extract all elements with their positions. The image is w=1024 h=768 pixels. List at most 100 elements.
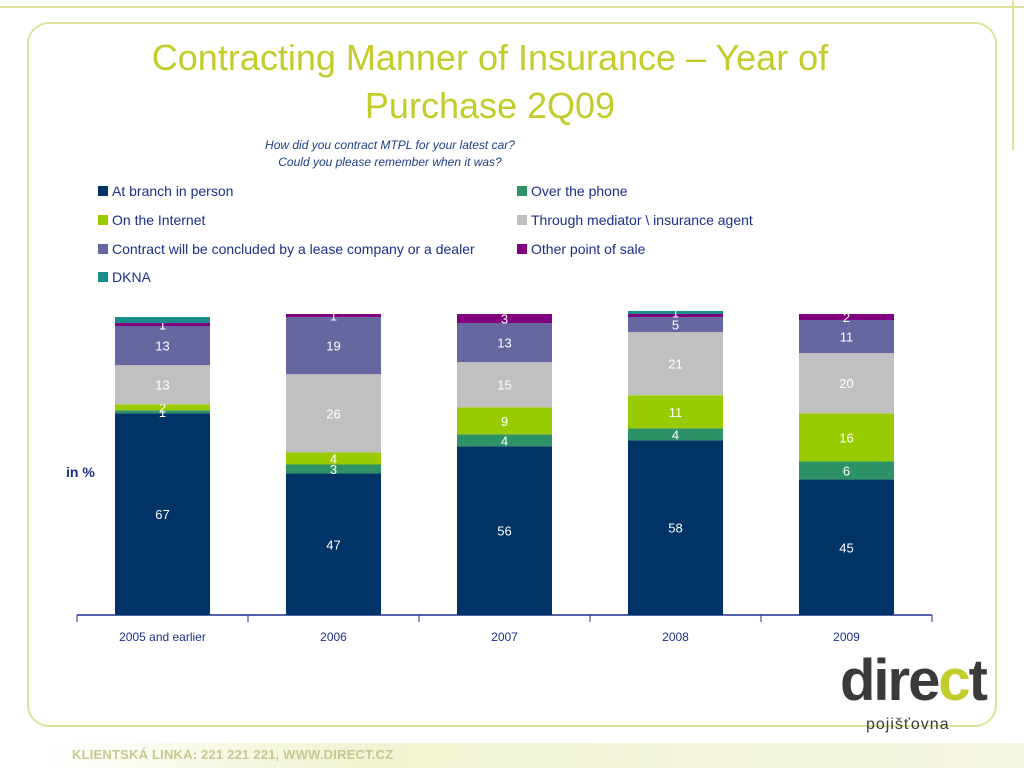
data-label: 4 bbox=[330, 451, 337, 466]
footer-band bbox=[0, 743, 1024, 768]
data-label: 1 bbox=[330, 309, 337, 324]
data-label: 1 bbox=[159, 318, 166, 333]
x-tick-label: 2009 bbox=[833, 630, 860, 644]
footer-hotline: KLIENTSKÁ LINKA: 221 221 221, WWW.DIRECT… bbox=[72, 747, 394, 762]
data-label: 1 bbox=[159, 405, 166, 420]
x-tick-label: 2006 bbox=[320, 630, 347, 644]
legend-label: On the Internet bbox=[112, 212, 206, 228]
bar-segment bbox=[286, 317, 381, 375]
legend-swatch bbox=[98, 186, 108, 196]
data-label: 13 bbox=[155, 378, 169, 393]
legend-swatch bbox=[517, 244, 527, 254]
x-tick-label: 2007 bbox=[491, 630, 518, 644]
data-label: 67 bbox=[155, 507, 169, 522]
legend-label: Over the phone bbox=[531, 183, 628, 199]
data-label: 9 bbox=[501, 414, 508, 429]
data-label: 58 bbox=[668, 521, 682, 536]
data-label: 2 bbox=[843, 310, 850, 325]
data-label: 3 bbox=[330, 462, 337, 477]
legend-item: Through mediator \ insurance agent bbox=[517, 212, 753, 228]
survey-question: How did you contract MTPL for your lates… bbox=[190, 137, 590, 171]
bar-segment bbox=[628, 314, 723, 318]
data-label: 13 bbox=[155, 339, 169, 354]
bar-segment bbox=[286, 473, 381, 615]
bar-segment bbox=[115, 326, 210, 366]
bar-segment bbox=[457, 407, 552, 435]
bar-segment bbox=[115, 317, 210, 324]
bar-segment bbox=[628, 428, 723, 441]
right-border-line bbox=[1012, 0, 1020, 150]
bar-segment bbox=[457, 323, 552, 363]
slide-frame bbox=[27, 22, 997, 727]
legend-item: At branch in person bbox=[98, 183, 233, 199]
data-label: 26 bbox=[326, 406, 340, 421]
bar-segment bbox=[799, 479, 894, 615]
data-label: 3 bbox=[501, 312, 508, 327]
data-label: 47 bbox=[326, 537, 340, 552]
bar-segment bbox=[286, 464, 381, 474]
logo-wordmark: direct bbox=[840, 648, 988, 713]
bar-segment bbox=[286, 314, 381, 318]
legend-item: Contract will be concluded by a lease co… bbox=[98, 241, 475, 257]
data-label: 56 bbox=[497, 524, 511, 539]
bar-segment bbox=[286, 452, 381, 465]
direct-logo: direct pojišťovna bbox=[840, 650, 1000, 740]
legend-item: On the Internet bbox=[98, 212, 205, 228]
bar-segment bbox=[628, 395, 723, 429]
logo-subtitle: pojišťovna bbox=[866, 716, 950, 733]
y-axis-label: in % bbox=[66, 464, 95, 480]
top-border-line bbox=[0, 0, 1024, 8]
data-label: 45 bbox=[839, 540, 853, 555]
bar-segment bbox=[115, 323, 210, 327]
x-tick-label: 2008 bbox=[662, 630, 689, 644]
bar-segment bbox=[799, 353, 894, 414]
data-label: 1 bbox=[672, 305, 679, 320]
data-label: 15 bbox=[497, 378, 511, 393]
bar-segment bbox=[286, 374, 381, 453]
data-label: 19 bbox=[326, 339, 340, 354]
legend-swatch bbox=[98, 244, 108, 254]
bar-segment bbox=[628, 440, 723, 615]
legend-swatch bbox=[517, 186, 527, 196]
bar-segment bbox=[115, 404, 210, 411]
legend-item: Other point of sale bbox=[517, 241, 645, 257]
bar-segment bbox=[457, 362, 552, 408]
data-label: 4 bbox=[501, 433, 508, 448]
data-label: 6 bbox=[843, 464, 850, 479]
bar-segment bbox=[115, 413, 210, 615]
bar-segment bbox=[457, 314, 552, 324]
bar-segment bbox=[628, 317, 723, 333]
legend-label: Contract will be concluded by a lease co… bbox=[112, 241, 475, 257]
slide-title: Contracting Manner of Insurance – Year o… bbox=[151, 37, 829, 126]
survey-question-line-2: Could you please remember when it was? bbox=[278, 155, 502, 169]
data-label: 21 bbox=[668, 357, 682, 372]
legend-item: Over the phone bbox=[517, 183, 628, 199]
legend-label: Other point of sale bbox=[531, 241, 646, 257]
data-label: 4 bbox=[672, 427, 679, 442]
legend-swatch bbox=[98, 272, 108, 282]
bar-segment bbox=[115, 365, 210, 405]
legend-label: Through mediator \ insurance agent bbox=[531, 212, 753, 228]
bar-segment bbox=[799, 314, 894, 321]
legend-item: DKNA bbox=[98, 269, 151, 285]
bar-segment bbox=[799, 320, 894, 354]
data-label: 16 bbox=[839, 430, 853, 445]
bar-segment bbox=[799, 413, 894, 462]
legend-swatch bbox=[98, 215, 108, 225]
data-label: 20 bbox=[839, 376, 853, 391]
data-label: 2 bbox=[159, 400, 166, 415]
survey-question-line-1: How did you contract MTPL for your lates… bbox=[265, 138, 515, 152]
data-label: 13 bbox=[497, 336, 511, 351]
legend-label: DKNA bbox=[112, 269, 151, 285]
bar-segment bbox=[457, 446, 552, 615]
legend-label: At branch in person bbox=[112, 183, 234, 199]
data-label: 11 bbox=[669, 405, 683, 420]
chart-legend: At branch in person Over the phone On the … bbox=[0, 0, 1024, 300]
bar-segment bbox=[628, 310, 723, 314]
bar-segment bbox=[799, 461, 894, 480]
data-label: 5 bbox=[672, 318, 679, 333]
bar-segment bbox=[628, 332, 723, 396]
bar-segment bbox=[115, 410, 210, 414]
bar-segment bbox=[457, 434, 552, 447]
